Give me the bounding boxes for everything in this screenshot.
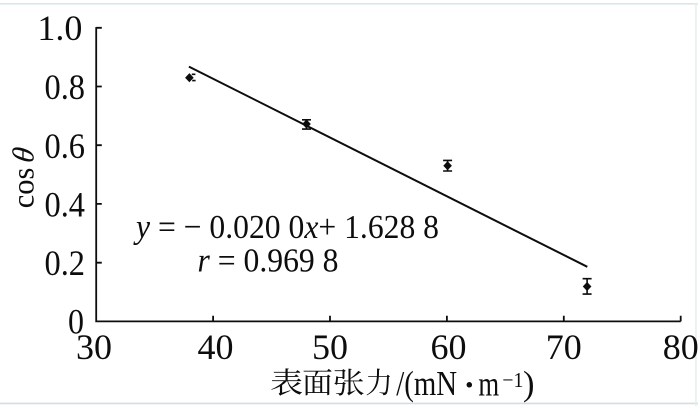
svg-text:50: 50 bbox=[312, 327, 348, 367]
svg-text:/(mN: /(mN bbox=[396, 365, 457, 403]
svg-text:0.4: 0.4 bbox=[45, 184, 86, 224]
svg-text:80: 80 bbox=[663, 327, 698, 367]
svg-text:0.6: 0.6 bbox=[45, 126, 86, 166]
svg-text:0: 0 bbox=[68, 301, 84, 341]
svg-text:−1: −1 bbox=[502, 368, 523, 392]
svg-text:0.8: 0.8 bbox=[45, 67, 86, 107]
svg-text:r = 0.969 8: r = 0.969 8 bbox=[198, 243, 339, 280]
svg-text:cos: cos bbox=[6, 168, 40, 209]
svg-text:y = − 0.020 0x+ 1.628 8: y = − 0.020 0x+ 1.628 8 bbox=[133, 209, 439, 246]
svg-text:40: 40 bbox=[198, 327, 234, 367]
svg-text:30: 30 bbox=[76, 327, 112, 367]
svg-text:m: m bbox=[478, 366, 499, 404]
svg-text:70: 70 bbox=[546, 327, 582, 367]
svg-text:60: 60 bbox=[431, 327, 467, 367]
svg-text:): ) bbox=[523, 365, 535, 403]
svg-text:θ: θ bbox=[7, 145, 41, 165]
svg-text:1.0: 1.0 bbox=[37, 8, 82, 48]
svg-text:0.2: 0.2 bbox=[45, 243, 86, 283]
